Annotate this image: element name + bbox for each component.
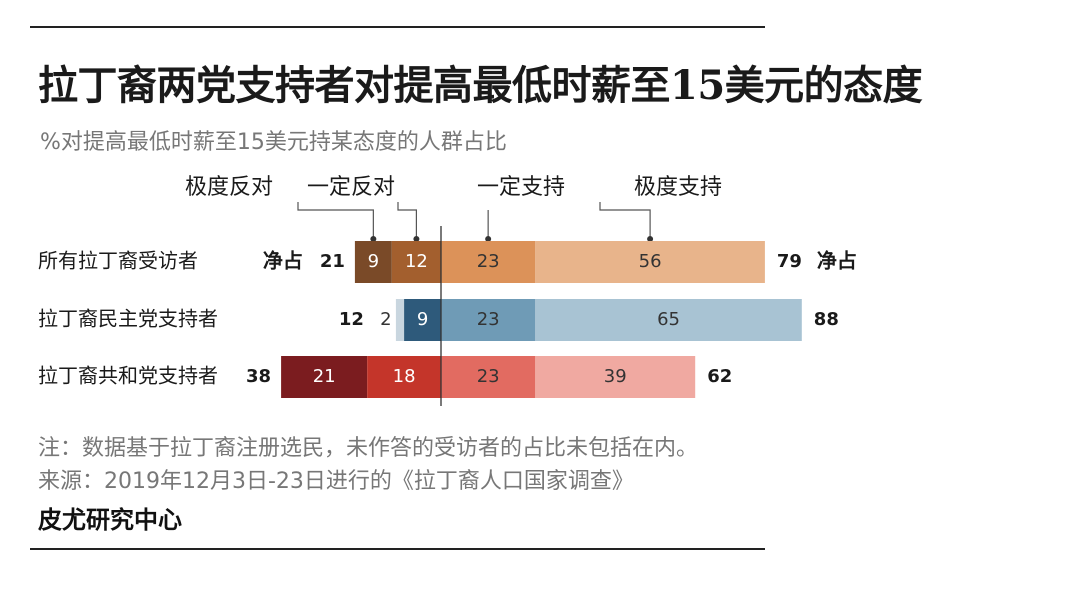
chart-subtitle: %对提高最低时薪至15美元持某态度的人群占比 xyxy=(40,130,507,155)
chart-note: 注：数据基于拉丁裔注册选民，未作答的受访者的占比未包括在内。 xyxy=(38,436,699,461)
bar-somewhat-support xyxy=(441,241,536,283)
bar-strongly-support xyxy=(535,299,802,341)
net-support-value: 88 xyxy=(814,309,839,330)
bottom-rule xyxy=(30,548,765,550)
value-label-strongly-support: 56 xyxy=(639,251,662,272)
legend-label: 一定反对 xyxy=(307,175,395,200)
bar-somewhat-support xyxy=(441,356,536,398)
net-oppose-label: 净占 xyxy=(263,249,303,273)
value-label-somewhat-oppose: 9 xyxy=(417,309,428,330)
net-support-value: 62 xyxy=(707,366,732,387)
value-label-strongly-support: 65 xyxy=(657,309,680,330)
category-label: 拉丁裔共和党支持者 xyxy=(38,364,218,388)
value-label-strongly-oppose: 9 xyxy=(368,251,379,272)
value-label-somewhat-support: 23 xyxy=(477,309,500,330)
brand-name: 皮尤研究中心 xyxy=(38,506,182,534)
value-label-somewhat-oppose: 12 xyxy=(405,251,428,272)
bar-somewhat-oppose xyxy=(367,356,441,398)
bar-strongly-oppose xyxy=(354,241,392,283)
legend-leader-dot xyxy=(485,236,492,242)
net-support-label: 净占 xyxy=(817,249,857,273)
legend-leader-line xyxy=(297,202,374,239)
legend-leader-dot xyxy=(413,236,420,242)
bar-strongly-oppose xyxy=(395,299,405,341)
value-label-strongly-oppose: 21 xyxy=(313,366,336,387)
legend-label: 极度反对 xyxy=(185,175,273,200)
bar-somewhat-oppose xyxy=(404,299,441,341)
net-oppose-value: 21 xyxy=(320,251,345,272)
value-label-strongly-support: 39 xyxy=(604,366,627,387)
bar-somewhat-oppose xyxy=(391,241,441,283)
value-label-somewhat-oppose: 18 xyxy=(393,366,416,387)
top-rule xyxy=(30,26,765,28)
bar-strongly-oppose xyxy=(281,356,368,398)
net-oppose-value: 12 xyxy=(339,309,364,330)
legend-leader-dot xyxy=(370,236,377,242)
legend-leader-dot xyxy=(647,236,654,242)
bar-somewhat-support xyxy=(441,299,536,341)
value-label-somewhat-support: 23 xyxy=(477,366,500,387)
value-label-strongly-oppose: 2 xyxy=(380,309,391,330)
chart-source: 来源：2019年12月3日-23日进行的《拉丁裔人口国家调查》 xyxy=(38,469,634,494)
legend-label: 极度支持 xyxy=(634,175,722,200)
legend-leader-line xyxy=(599,202,651,239)
legend-leader-line xyxy=(397,202,417,239)
legend-label: 一定支持 xyxy=(477,175,565,200)
category-label: 拉丁裔民主党支持者 xyxy=(38,307,218,331)
bar-strongly-support xyxy=(535,241,765,283)
net-support-value: 79 xyxy=(777,251,802,272)
category-label: 所有拉丁裔受访者 xyxy=(38,249,198,273)
bar-strongly-support xyxy=(535,356,696,398)
net-oppose-value: 38 xyxy=(246,366,271,387)
value-label-somewhat-support: 23 xyxy=(477,251,500,272)
chart-title: 拉丁裔两党支持者对提高最低时薪至15美元的态度 xyxy=(38,62,923,109)
